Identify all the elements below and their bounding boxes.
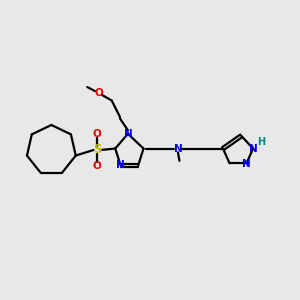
Text: N: N [174,143,182,154]
Text: S: S [93,143,101,157]
Text: N: N [242,159,251,169]
Text: N: N [124,129,132,139]
Text: H: H [257,137,266,147]
Text: N: N [249,143,257,154]
Text: N: N [116,160,125,170]
Text: O: O [93,161,101,171]
Text: O: O [94,88,103,98]
Text: O: O [93,129,101,139]
